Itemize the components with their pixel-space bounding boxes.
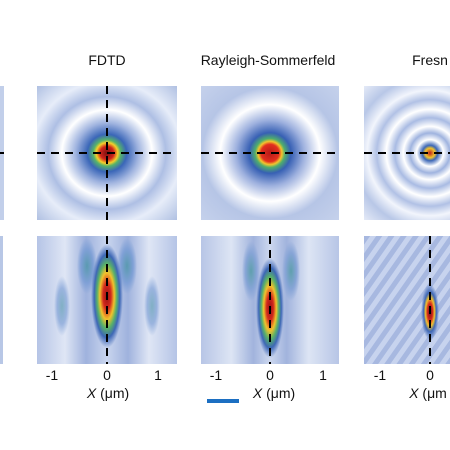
tick-label-fdtd-1: 1 [154, 367, 162, 383]
tick-label-rs-0: 0 [266, 367, 274, 383]
fdtd-longitudinal-panel [37, 236, 177, 364]
fdtd-focal-plane-panel [37, 86, 177, 220]
tick-label-fresnel-0: 0 [426, 367, 434, 383]
partial-panel-top-left [0, 86, 4, 220]
column-title-rayleigh-sommerfeld: Rayleigh-Sommerfeld [200, 52, 336, 68]
partial-panel-bottom-left [0, 236, 3, 364]
tick-label-rs-neg1: -1 [209, 367, 223, 383]
fresnel-focal-plane-panel [364, 86, 450, 220]
tick-label-fdtd-0: 0 [103, 367, 111, 383]
rs-focal-plane-panel [201, 86, 339, 220]
x-axis-label-fdtd: X (μm) [86, 385, 130, 401]
scale-bar [207, 399, 239, 403]
column-title-fresnel: Fresn [412, 52, 448, 68]
tick-label-fdtd-neg1: -1 [45, 367, 59, 383]
x-axis-label-fresnel: X (μm [409, 385, 447, 401]
fresnel-longitudinal-panel [364, 236, 450, 364]
tick-label-fresnel-neg1: -1 [373, 367, 387, 383]
rs-longitudinal-panel [201, 236, 339, 364]
column-title-fdtd: FDTD [88, 52, 126, 68]
x-axis-label-rs: X (μm) [252, 385, 296, 401]
tick-label-rs-1: 1 [319, 367, 327, 383]
